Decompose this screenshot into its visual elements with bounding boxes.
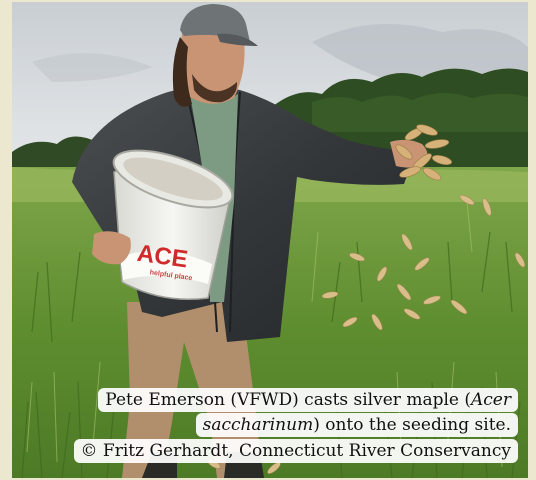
beard <box>192 74 238 103</box>
left-hand <box>92 231 131 265</box>
species-name: Acer saccharinum <box>202 389 511 436</box>
photo-caption: Pete Emerson (VFWD) casts silver maple (… <box>48 387 518 465</box>
caption-box: Pete Emerson (VFWD) casts silver maple (… <box>73 387 518 463</box>
photo-credit: © Fritz Gerhardt, Connecticut River Cons… <box>80 440 512 461</box>
caption-text-start: Pete Emerson (VFWD) casts silver maple ( <box>105 389 471 410</box>
caption-text-end: ) onto the seeding site. <box>313 415 511 435</box>
baseball-cap <box>180 4 250 42</box>
seed-handful <box>395 124 453 181</box>
